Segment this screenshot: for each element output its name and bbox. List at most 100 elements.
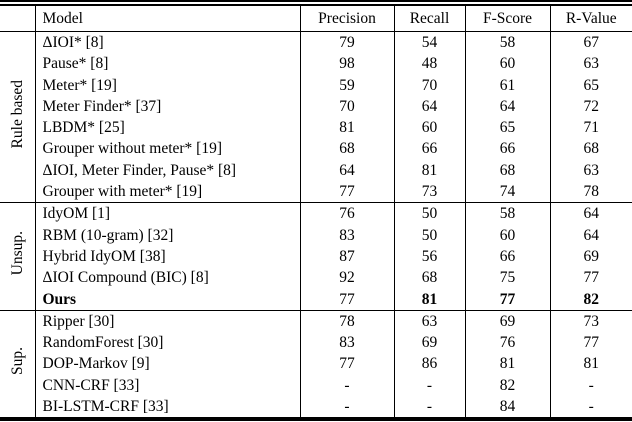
table-row: RandomForest [30] 83 69 76 77 bbox=[0, 332, 632, 354]
table-row: CNN-CRF [33] - -82- bbox=[0, 374, 632, 397]
model-cell: IdyOM [1] bbox=[34, 202, 300, 225]
recall-cell: 48 bbox=[393, 53, 465, 75]
recall-cell: 69 bbox=[393, 332, 465, 354]
model-cell: Grouper with meter* [19] bbox=[34, 181, 300, 203]
table-row: RBM (10-gram) [32] 83 50 60 64 bbox=[0, 224, 632, 246]
recall-cell: 50 bbox=[393, 202, 465, 225]
rvalue-cell: 77 bbox=[549, 267, 632, 289]
model-cell: ΔIOI, Meter Finder, Pause* [8] bbox=[34, 159, 300, 182]
group-label-text: Rule based bbox=[8, 79, 26, 149]
rvalue-cell: 65 bbox=[549, 74, 632, 96]
rvalue-cell: - bbox=[549, 374, 632, 397]
model-cell: LBDM* [25] bbox=[34, 117, 300, 139]
fscore-cell: 66 bbox=[464, 138, 550, 160]
rvalue-cell: 63 bbox=[549, 159, 632, 182]
fscore-cell: 58 bbox=[464, 202, 550, 225]
rvalue-cell: 81 bbox=[549, 353, 632, 375]
table-row: Hybrid IdyOM [38] 87 56 66 69 bbox=[0, 245, 632, 268]
rvalue-cell: 78 bbox=[549, 181, 632, 203]
model-cell: CNN-CRF [33] bbox=[34, 374, 300, 397]
column-header-recall: Recall bbox=[393, 3, 465, 32]
rvalue-cell: 73 bbox=[549, 309, 632, 333]
group-label: Sup. bbox=[0, 309, 35, 420]
rvalue-cell: 67 bbox=[549, 31, 632, 54]
table-row: Unsup. IdyOM [1] 76 50 58 64 bbox=[0, 202, 632, 311]
table-row: Pause* [8] 98 48 60 63 bbox=[0, 53, 632, 75]
table-row: BI-LSTM-CRF [33] - -84- bbox=[0, 396, 632, 420]
model-cell: ΔIOI Compound (BIC) [8] bbox=[34, 267, 300, 289]
precision-cell: 68 bbox=[299, 138, 394, 160]
recall-cell: 60 bbox=[393, 117, 465, 139]
column-header-model: Model bbox=[34, 3, 300, 32]
fscore-cell: 68 bbox=[464, 159, 550, 182]
table-row: ΔIOI Compound (BIC) [8] 92 68 75 77 bbox=[0, 267, 632, 289]
precision-cell: 87 bbox=[299, 245, 394, 268]
recall-cell: 63 bbox=[393, 309, 465, 333]
recall-cell: 70 bbox=[393, 74, 465, 96]
table-row: LBDM* [25] 81 60 65 71 bbox=[0, 117, 632, 139]
precision-cell: 83 bbox=[299, 224, 394, 246]
rvalue-cell: 72 bbox=[549, 95, 632, 118]
recall-cell: 56 bbox=[393, 245, 465, 268]
table-row: Meter Finder* [37] 70 64 64 72 bbox=[0, 95, 632, 118]
fscore-cell: 75 bbox=[464, 267, 550, 289]
recall-cell: 81 bbox=[393, 159, 465, 182]
precision-cell: 76 bbox=[299, 202, 394, 225]
fscore-cell: 77 bbox=[464, 288, 550, 311]
rvalue-cell: 77 bbox=[549, 332, 632, 354]
model-cell: Hybrid IdyOM [38] bbox=[34, 245, 300, 268]
precision-cell: 70 bbox=[299, 95, 394, 118]
model-cell: Ours bbox=[34, 288, 300, 311]
fscore-cell: 69 bbox=[464, 309, 550, 333]
precision-cell: 79 bbox=[299, 31, 394, 54]
fscore-cell: 60 bbox=[464, 53, 550, 75]
table-row: Grouper with meter* [19] 77 73 74 78 bbox=[0, 181, 632, 203]
model-cell: Meter Finder* [37] bbox=[34, 95, 300, 118]
model-cell: Ripper [30] bbox=[34, 309, 300, 333]
fscore-cell: 81 bbox=[464, 353, 550, 375]
rvalue-cell: 69 bbox=[549, 245, 632, 268]
table-row: Rule based ΔIOI* [8] 79 54 58 67 bbox=[0, 31, 632, 148]
fscore-cell: 66 bbox=[464, 245, 550, 268]
table-row: DOP-Markov [9] 77 86 81 81 bbox=[0, 353, 632, 375]
group-label-text: Sup. bbox=[8, 346, 26, 375]
precision-cell: - bbox=[299, 396, 394, 420]
precision-cell: 77 bbox=[299, 353, 394, 375]
recall-cell: - bbox=[393, 396, 465, 420]
recall-cell: 86 bbox=[393, 353, 465, 375]
precision-cell: 81 bbox=[299, 117, 394, 139]
rvalue-cell: - bbox=[549, 396, 632, 420]
rvalue-cell: 71 bbox=[549, 117, 632, 139]
precision-cell: 98 bbox=[299, 53, 394, 75]
column-header-rvalue: R-Value bbox=[549, 3, 632, 32]
fscore-cell: 60 bbox=[464, 224, 550, 246]
recall-cell: 64 bbox=[393, 95, 465, 118]
precision-cell: 92 bbox=[299, 267, 394, 289]
fscore-cell: 61 bbox=[464, 74, 550, 96]
rvalue-cell: 68 bbox=[549, 138, 632, 160]
precision-cell: - bbox=[299, 374, 394, 397]
model-cell: DOP-Markov [9] bbox=[34, 353, 300, 375]
model-cell: Pause* [8] bbox=[34, 53, 300, 75]
fscore-cell: 76 bbox=[464, 332, 550, 354]
group-column-header bbox=[0, 3, 35, 32]
table-header-row: Model Precision Recall F-Score R-Value bbox=[0, 3, 632, 32]
precision-cell: 78 bbox=[299, 309, 394, 333]
fscore-cell: 74 bbox=[464, 181, 550, 203]
table-row: Grouper without meter* [19] 68 66 66 68 bbox=[0, 138, 632, 160]
precision-cell: 77 bbox=[299, 288, 394, 311]
precision-cell: 77 bbox=[299, 181, 394, 203]
model-cell: RBM (10-gram) [32] bbox=[34, 224, 300, 246]
model-cell: RandomForest [30] bbox=[34, 332, 300, 354]
group-label: Unsup. bbox=[0, 202, 35, 311]
precision-cell: 64 bbox=[299, 159, 394, 182]
fscore-cell: 58 bbox=[464, 31, 550, 54]
recall-cell: 73 bbox=[393, 181, 465, 203]
recall-cell: 66 bbox=[393, 138, 465, 160]
table-row: Sup. Ripper [30] 78 63 69 73 bbox=[0, 309, 632, 420]
model-cell: Grouper without meter* [19] bbox=[34, 138, 300, 160]
precision-cell: 59 bbox=[299, 74, 394, 96]
model-cell: Meter* [19] bbox=[34, 74, 300, 96]
